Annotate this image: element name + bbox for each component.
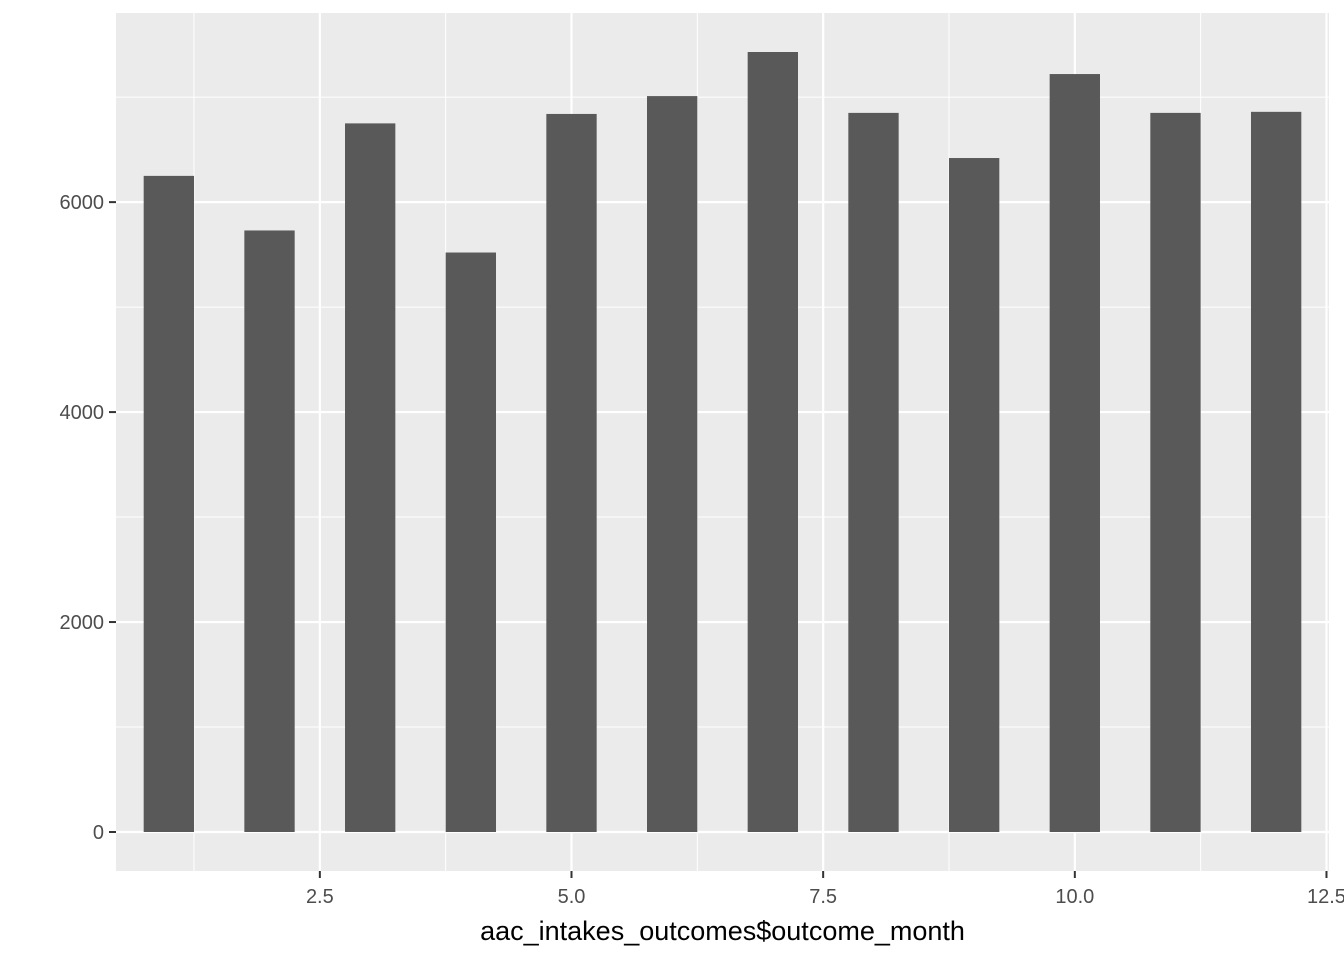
bar xyxy=(143,175,195,833)
x-tick-label: 12.5 xyxy=(1307,886,1344,908)
panel-background xyxy=(116,13,1329,871)
x-axis: 2.5 5.0 7.5 10.0 12.5 xyxy=(306,871,1344,908)
bar xyxy=(747,52,798,832)
x-tick-label: 5.0 xyxy=(558,886,586,908)
bars xyxy=(143,52,1302,833)
bar xyxy=(244,230,295,832)
x-tick-label: 7.5 xyxy=(809,886,837,908)
bar xyxy=(1150,112,1201,832)
y-tick-label: 6000 xyxy=(60,192,105,214)
bar xyxy=(948,158,1000,832)
y-tick-label: 2000 xyxy=(60,612,105,634)
x-axis-title: aac_intakes_outcomes$outcome_month xyxy=(480,916,965,946)
y-tick-label: 0 xyxy=(93,822,104,844)
bar xyxy=(647,96,698,832)
bar xyxy=(445,252,497,832)
y-tick-label: 4000 xyxy=(60,402,105,424)
bar xyxy=(1049,74,1100,832)
y-axis: 0 2000 4000 6000 xyxy=(60,192,116,844)
bar xyxy=(345,123,396,832)
bar xyxy=(1250,111,1302,832)
x-tick-label: 10.0 xyxy=(1055,886,1094,908)
bar xyxy=(848,112,899,832)
bar xyxy=(546,113,597,832)
x-tick-label: 2.5 xyxy=(306,886,334,908)
